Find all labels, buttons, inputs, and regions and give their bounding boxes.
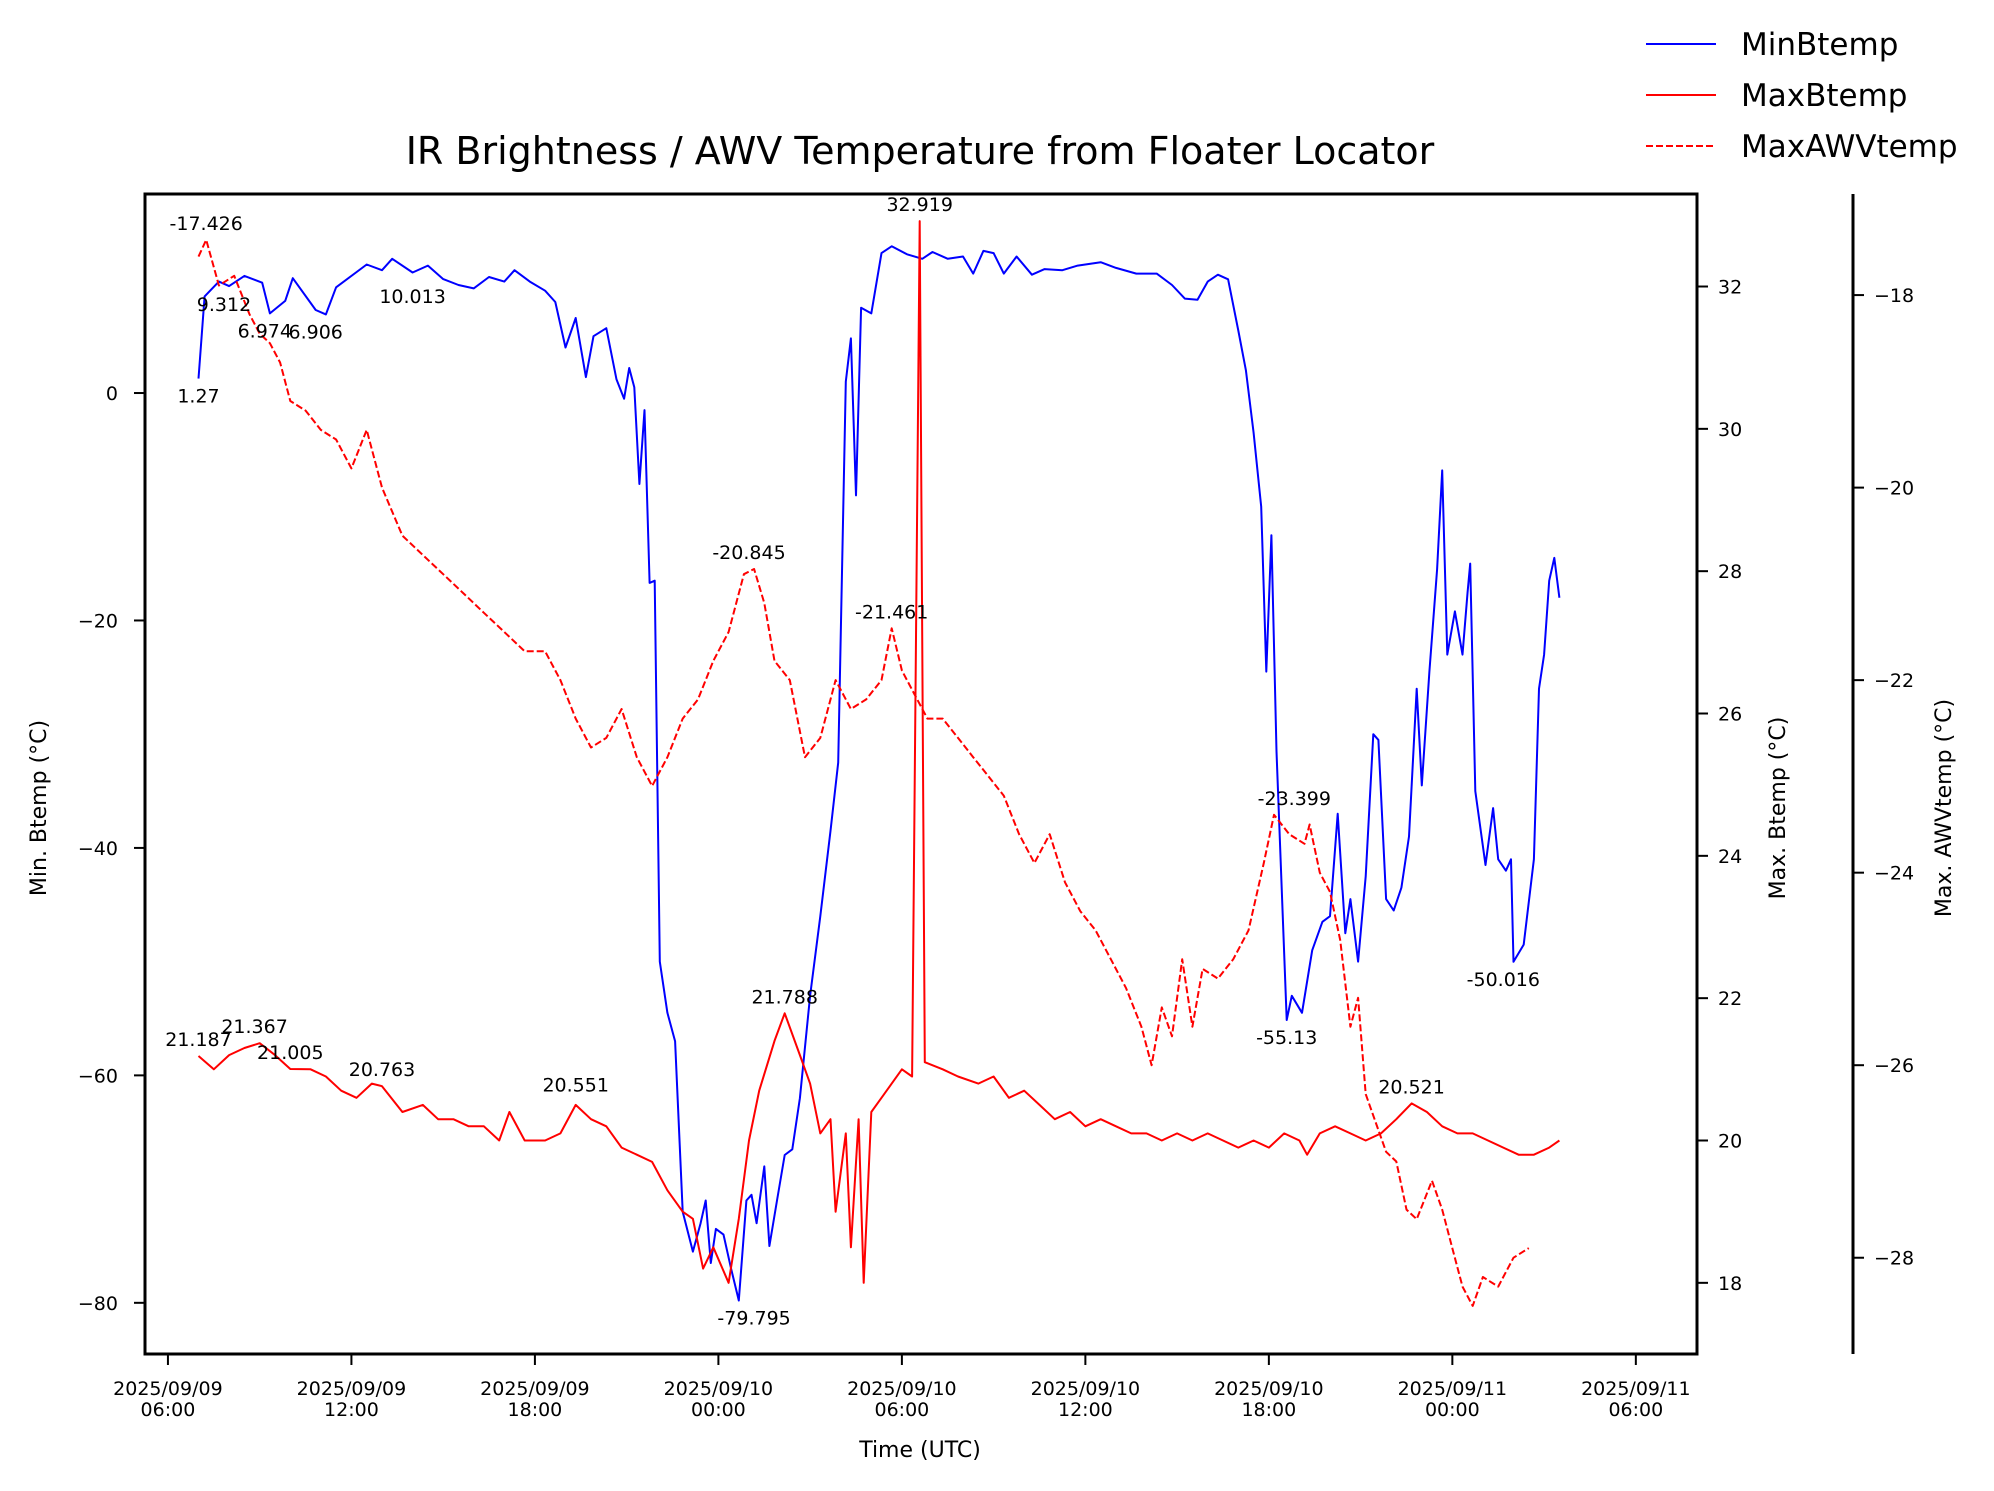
data-label: 32.919	[886, 194, 952, 216]
x-tick-label: 2025/09/09	[113, 1378, 223, 1400]
legend-entry-maxbtemp: MaxBtemp	[1741, 78, 1907, 114]
data-label: -21.461	[855, 601, 928, 623]
y-tick-label-right1: 30	[1718, 419, 1742, 441]
data-label: 6.974	[238, 321, 292, 343]
y-tick-label-right1: 32	[1718, 277, 1742, 299]
x-tick-label: 18:00	[1241, 1399, 1296, 1421]
legend-entry-minbtemp: MinBtemp	[1741, 27, 1898, 63]
data-label: -23.399	[1258, 788, 1331, 810]
legend: MinBtemp MaxBtemp MaxAWVtemp	[1646, 27, 1958, 165]
y-axis-label-left: Min. Btemp (°C)	[27, 720, 52, 896]
data-label: 21.005	[257, 1042, 323, 1064]
data-label: 21.187	[165, 1029, 231, 1051]
x-tick-label: 12:00	[1058, 1399, 1113, 1421]
chart-title: IR Brightness / AWV Temperature from Flo…	[406, 129, 1435, 173]
x-tick-label: 18:00	[508, 1399, 563, 1421]
plot-frame	[143, 192, 1699, 1356]
y-tick-label-right2: −24	[1874, 863, 1914, 885]
data-label: 21.367	[221, 1016, 287, 1038]
y-tick-label-right1: 18	[1718, 1273, 1742, 1295]
y-axis-label-right1: Max. Btemp (°C)	[1766, 717, 1791, 900]
x-tick-label: 12:00	[324, 1399, 379, 1421]
x-tick-label: 00:00	[1425, 1399, 1480, 1421]
y-tick-label-right2: −22	[1874, 670, 1914, 692]
y-tick-label-right1: 28	[1718, 561, 1742, 583]
legend-entry-maxawvtemp: MaxAWVtemp	[1741, 129, 1958, 165]
x-tick-label: 06:00	[1608, 1399, 1663, 1421]
y-tick-label-right1: 22	[1718, 988, 1742, 1010]
data-label: 1.27	[177, 386, 219, 408]
x-tick-label: 2025/09/10	[847, 1378, 957, 1400]
y-tick-label-right1: 24	[1718, 846, 1742, 868]
series-line-minbtemp	[197, 245, 1561, 1302]
data-label: 20.551	[542, 1074, 608, 1096]
data-label: -20.845	[712, 542, 785, 564]
series-line-maxbtemp	[197, 220, 1560, 1284]
data-label: 10.013	[379, 286, 445, 308]
data-label: -50.016	[1467, 969, 1540, 991]
y-tick-label-right2: −28	[1874, 1248, 1914, 1270]
y-tick-label-left: −60	[78, 1065, 118, 1087]
x-tick-label: 06:00	[875, 1399, 930, 1421]
x-tick-label: 2025/09/09	[297, 1378, 407, 1400]
y-tick-label-right2: −26	[1874, 1055, 1914, 1077]
x-tick-label: 2025/09/09	[480, 1378, 590, 1400]
data-label: 9.312	[197, 294, 251, 316]
x-tick-label: 00:00	[691, 1399, 746, 1421]
data-label: 20.521	[1378, 1076, 1444, 1098]
data-label: -17.426	[170, 213, 243, 235]
y-tick-label-left: −80	[78, 1293, 118, 1315]
data-label: 20.763	[349, 1059, 415, 1081]
x-tick-label: 2025/09/10	[1214, 1378, 1324, 1400]
y-tick-label-left: −20	[78, 610, 118, 632]
data-label: -79.795	[717, 1308, 790, 1330]
y-tick-label-left: 0	[106, 383, 118, 405]
series-line-maxawvtemp	[197, 238, 1530, 1307]
y-tick-label-left: −40	[78, 838, 118, 860]
x-tick-label: 2025/09/11	[1398, 1378, 1508, 1400]
data-label: 6.906	[288, 322, 342, 344]
y-tick-label-right2: −20	[1874, 478, 1914, 500]
y-tick-label-right2: −18	[1874, 285, 1914, 307]
x-tick-label: 2025/09/10	[664, 1378, 774, 1400]
data-label: 21.788	[751, 986, 817, 1008]
y-tick-label-right1: 20	[1718, 1131, 1742, 1153]
x-tick-label: 2025/09/10	[1031, 1378, 1141, 1400]
data-label: -55.13	[1256, 1027, 1317, 1049]
y-tick-label-right1: 26	[1718, 704, 1742, 726]
y-axis-label-right2: Max. AWVtemp (°C)	[1932, 699, 1957, 917]
x-axis-label: Time (UTC)	[858, 1438, 981, 1463]
x-tick-label: 2025/09/11	[1581, 1378, 1691, 1400]
x-tick-label: 06:00	[141, 1399, 196, 1421]
